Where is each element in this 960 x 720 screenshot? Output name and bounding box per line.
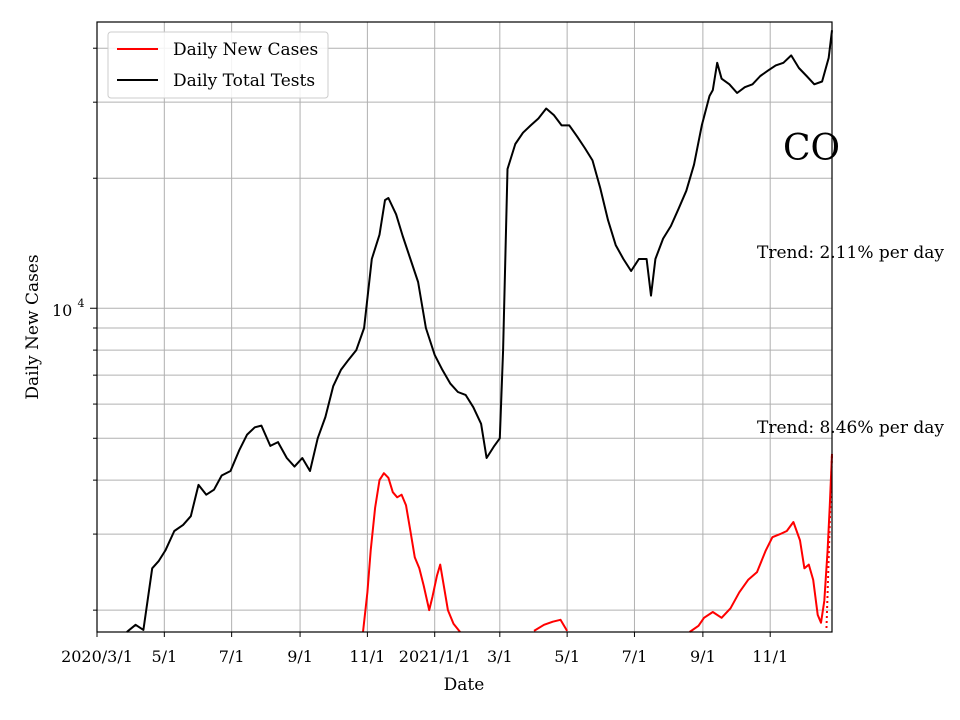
x-tick-label: 9/1 <box>690 647 716 666</box>
x-tick-label: 2020/3/1 <box>61 647 133 666</box>
cases-line <box>362 472 461 633</box>
svg-text:10 4: 10 4 <box>52 297 84 320</box>
x-tick-label: 5/1 <box>151 647 177 666</box>
series-lines <box>126 30 833 633</box>
x-tick-label: 2021/1/1 <box>399 647 471 666</box>
axis-ticks: 2020/3/1 5/1 7/1 9/1 11/1 2021/1/1 3/1 5/1 7/1 9/… <box>61 47 788 666</box>
trend-annotation-cases: Trend: 8.46% per day <box>757 418 944 438</box>
y-tick-exponent: 4 <box>77 297 84 310</box>
x-tick-label: 7/1 <box>219 647 245 666</box>
tests-line <box>126 30 833 633</box>
legend-label-cases: Daily New Cases <box>173 40 318 60</box>
x-tick-label: 9/1 <box>287 647 313 666</box>
x-tick-label: 5/1 <box>554 647 580 666</box>
legend-label-tests: Daily Total Tests <box>173 71 315 91</box>
x-axis-title: Date <box>444 675 485 695</box>
y-tick-label-10000: 10 4 <box>52 297 84 320</box>
x-tick-label: 3/1 <box>487 647 513 666</box>
x-tick-label: 11/1 <box>349 647 385 666</box>
state-label: CO <box>783 128 840 169</box>
legend-box <box>107 31 329 99</box>
grid <box>96 22 832 632</box>
cases-line-segment-1 <box>533 618 568 632</box>
trend-annotation-tests: Trend: 2.11% per day <box>757 243 944 263</box>
cases-line-segment-2 <box>689 453 833 633</box>
y-tick-base: 10 <box>52 301 72 320</box>
plot-frame <box>96 21 833 633</box>
legend: Daily New Cases Daily Total Tests <box>107 31 329 99</box>
cases-trend-dotted <box>825 453 833 629</box>
x-tick-label: 7/1 <box>622 647 648 666</box>
x-tick-label: 11/1 <box>752 647 788 666</box>
y-axis-title: Daily New Cases <box>23 254 43 399</box>
